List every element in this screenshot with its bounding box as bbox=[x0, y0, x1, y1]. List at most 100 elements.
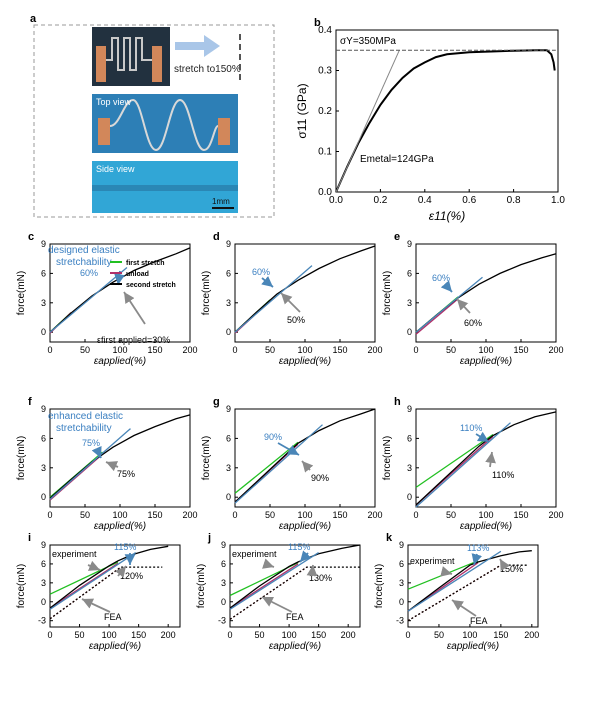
chart-d: d 0 50 100 150 200 0 3 6 9 εapplied(%) force(mN) 60%… bbox=[201, 231, 383, 367]
x-tick-label: 50 bbox=[446, 510, 456, 520]
series-line bbox=[234, 265, 313, 333]
annotation-arrow bbox=[105, 461, 119, 472]
panel-label-e: e bbox=[394, 231, 400, 243]
y-tick-label: 0.2 bbox=[318, 106, 332, 117]
annotation-arrow bbox=[306, 564, 318, 577]
y-tick-label: 6 bbox=[41, 433, 46, 443]
y-axis-label: force(mN) bbox=[196, 564, 207, 608]
x-tick-label: 150 bbox=[332, 345, 347, 355]
series-line bbox=[415, 411, 557, 506]
annotation: 75% bbox=[117, 469, 135, 479]
series-line bbox=[229, 544, 361, 609]
annotation: 75% bbox=[82, 438, 100, 448]
y-tick-label: 0.3 bbox=[318, 66, 332, 77]
y-tick-label: 0.0 bbox=[318, 187, 332, 198]
y-tick-label: 6 bbox=[41, 559, 46, 569]
y-tick-label: 6 bbox=[407, 433, 412, 443]
side-view-label: Side view bbox=[96, 164, 135, 174]
x-axis-label: εapplied(%) bbox=[89, 641, 141, 652]
y-axis-label: force(mN) bbox=[374, 564, 385, 608]
annotation-arrow bbox=[115, 565, 127, 578]
legend-label: unload bbox=[126, 271, 149, 278]
axes-frame bbox=[49, 544, 181, 628]
x-tick-label: 0 bbox=[47, 510, 52, 520]
series-line bbox=[415, 253, 557, 333]
annotation: FEA bbox=[104, 612, 122, 622]
annotation: 110% bbox=[492, 470, 514, 480]
x-axis-label: εapplied(%) bbox=[279, 356, 331, 367]
x-axis-label: ε11(%) bbox=[429, 209, 465, 223]
y-tick-label: 3 bbox=[41, 578, 46, 588]
axes-frame bbox=[229, 544, 361, 628]
annotation: 90% bbox=[311, 473, 329, 483]
series-line bbox=[229, 563, 299, 609]
x-tick-label: 150 bbox=[147, 510, 162, 520]
x-tick-label: 50 bbox=[434, 630, 444, 640]
x-tick-label: 50 bbox=[80, 345, 90, 355]
annotation: stretchability bbox=[56, 423, 112, 434]
annotation-arrow bbox=[485, 451, 496, 468]
annotation: FEA bbox=[470, 616, 488, 626]
y-tick-label: 9 bbox=[226, 404, 231, 414]
y-tick-label: 3 bbox=[41, 298, 46, 308]
series-line bbox=[415, 433, 494, 488]
series-line bbox=[415, 298, 459, 335]
y-axis-label: force(mN) bbox=[382, 271, 393, 315]
photo-side-view: Side view 1mm bbox=[92, 161, 238, 213]
y-axis-label: σ11 (GPa) bbox=[295, 83, 309, 138]
x-tick-label: 200 bbox=[182, 345, 197, 355]
panel-label-f: f bbox=[28, 396, 32, 408]
x-tick-label: 150 bbox=[513, 345, 528, 355]
x-tick-label: 200 bbox=[341, 630, 356, 640]
x-tick-label: 150 bbox=[332, 510, 347, 520]
series-line bbox=[407, 550, 502, 612]
x-tick-label: 100 bbox=[282, 630, 297, 640]
y-tick-label: 0.1 bbox=[318, 147, 332, 158]
annotation: 110% bbox=[460, 423, 482, 433]
x-tick-label: 200 bbox=[524, 630, 539, 640]
annotation-arrow bbox=[456, 298, 471, 314]
annotation: σY=350MPa bbox=[340, 36, 396, 47]
annotation-arrow bbox=[280, 292, 301, 313]
annotation-arrow bbox=[81, 598, 111, 613]
annotation: 60% bbox=[252, 267, 270, 277]
panel-label-i: i bbox=[28, 532, 31, 544]
annotation-arrow bbox=[475, 431, 490, 443]
y-tick-label: 3 bbox=[41, 463, 46, 473]
annotation-arrow bbox=[261, 596, 293, 613]
x-tick-label: 50 bbox=[265, 345, 275, 355]
y-tick-label: -3 bbox=[396, 616, 404, 626]
annotation-arrow bbox=[440, 566, 453, 577]
x-tick-label: 0.8 bbox=[507, 195, 521, 206]
y-axis-label: force(mN) bbox=[16, 271, 27, 315]
x-tick-label: 100 bbox=[112, 345, 127, 355]
series-line bbox=[49, 552, 137, 610]
annotation: experiment bbox=[410, 556, 455, 566]
annotation: designed elastic bbox=[48, 245, 120, 256]
y-tick-label: 0 bbox=[221, 597, 226, 607]
series-line bbox=[415, 276, 483, 333]
annotation: 113% bbox=[467, 543, 489, 553]
panel-label-d: d bbox=[213, 231, 220, 243]
y-tick-label: 0 bbox=[41, 597, 46, 607]
series-line bbox=[49, 566, 163, 620]
x-tick-label: 150 bbox=[311, 630, 326, 640]
x-axis-label: εapplied(%) bbox=[279, 521, 331, 532]
y-tick-label: 3 bbox=[226, 298, 231, 308]
legend-label: first stretch bbox=[126, 260, 165, 267]
y-tick-label: 9 bbox=[226, 239, 231, 249]
x-tick-label: 50 bbox=[265, 510, 275, 520]
axes-frame bbox=[407, 544, 539, 628]
chart-h: h 0 50 100 150 200 0 3 6 9 εapplied(%) force(mN) 110… bbox=[382, 396, 564, 532]
annotation-arrow bbox=[499, 558, 511, 572]
x-axis-label: εapplied(%) bbox=[460, 521, 512, 532]
annotation: 60% bbox=[432, 273, 450, 283]
axes-frame bbox=[415, 408, 557, 508]
chart-b: b 0.0 0.2 0.4 0.6 0.8 1.0 0.0 0.1 0.2 0.3 0.4 ε11(%)… bbox=[295, 17, 565, 223]
x-axis-label: εapplied(%) bbox=[94, 521, 146, 532]
annotation: 115% bbox=[288, 542, 310, 552]
charts: b 0.0 0.2 0.4 0.6 0.8 1.0 0.0 0.1 0.2 0.3 0.4 ε11(%)… bbox=[16, 17, 565, 652]
axes-frame bbox=[234, 408, 376, 508]
y-tick-label: 3 bbox=[399, 578, 404, 588]
x-tick-label: 100 bbox=[297, 345, 312, 355]
